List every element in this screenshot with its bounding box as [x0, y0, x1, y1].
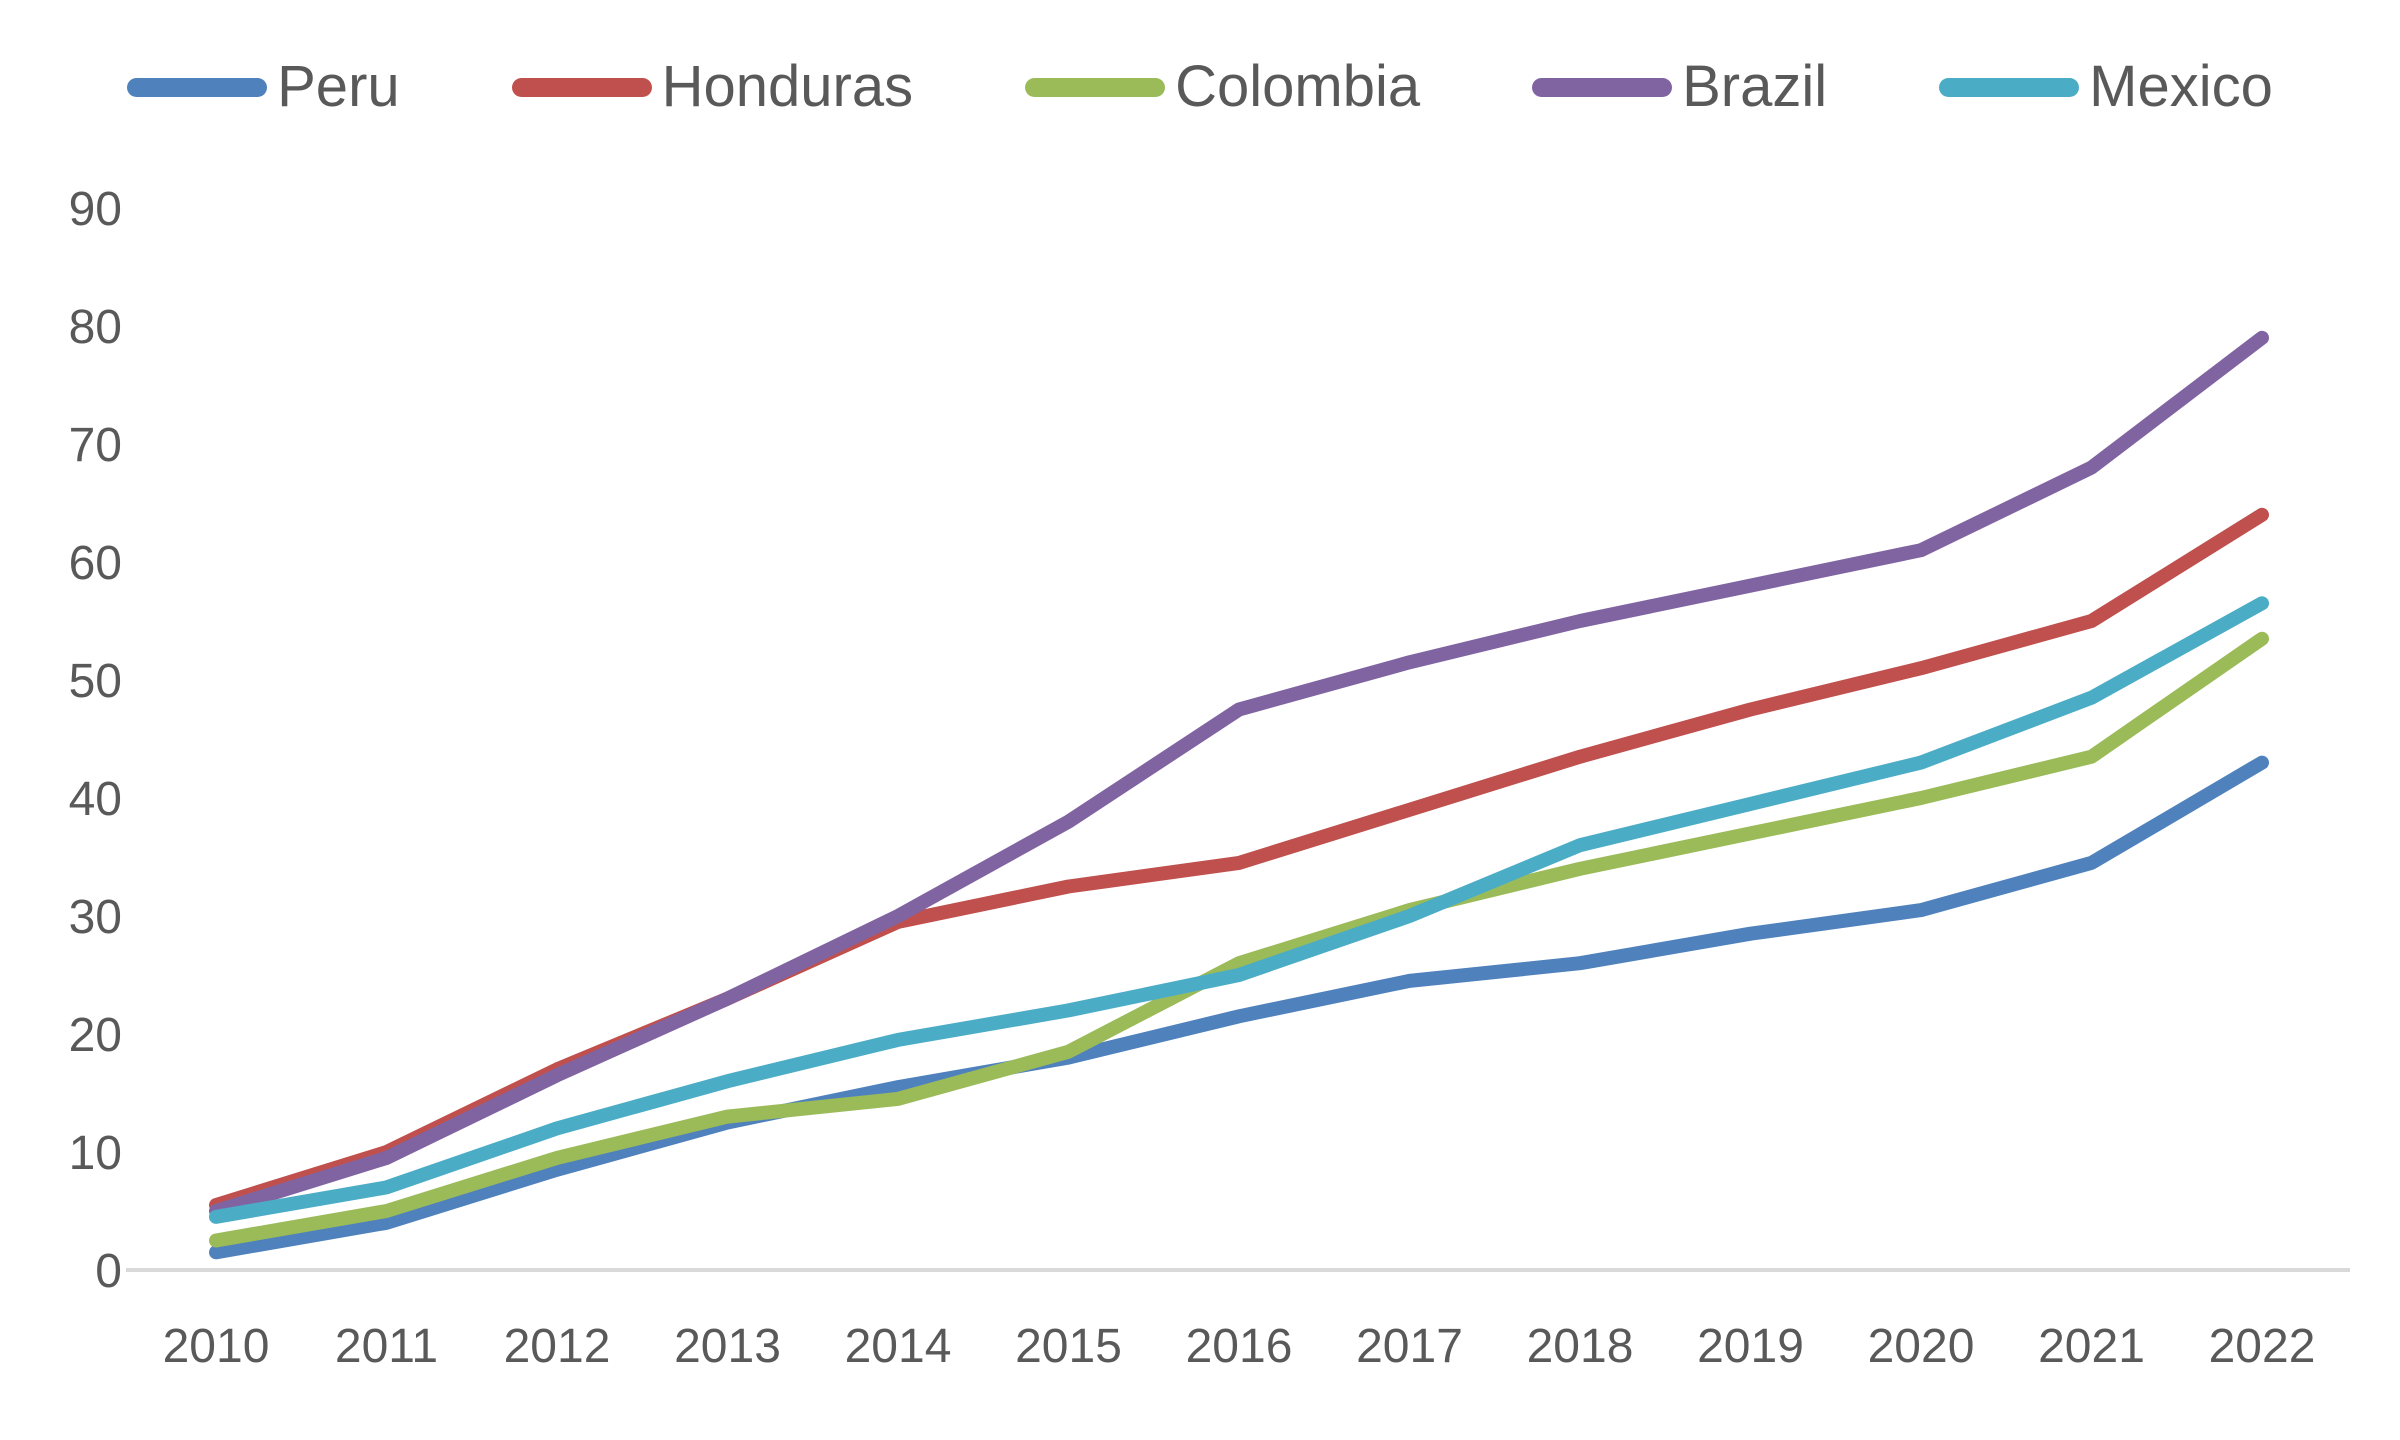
series-line-brazil: [209, 330, 2269, 1218]
legend-item-colombia: Colombia: [1025, 58, 1420, 116]
series-line-peru: [209, 755, 2269, 1260]
series-line-honduras: [209, 507, 2269, 1213]
legend-label-colombia: Colombia: [1175, 54, 1421, 119]
chart-legend: Peru Honduras Colombia Brazil Mexico: [0, 58, 2400, 116]
y-axis-tick-label-30: 30: [69, 891, 122, 944]
legend-swatch-honduras: [511, 77, 652, 97]
series-line-colombia: [209, 631, 2269, 1248]
legend-swatch-peru: [127, 77, 268, 97]
x-axis-tick-label-2014: 2014: [845, 1320, 952, 1373]
x-axis-tick-label-2021: 2021: [2038, 1320, 2145, 1373]
x-axis-tick-label-2016: 2016: [1186, 1320, 1293, 1373]
legend-label-mexico: Mexico: [2089, 54, 2273, 119]
x-axis-tick-label-2015: 2015: [1015, 1320, 1122, 1373]
series-line-mexico: [209, 596, 2269, 1224]
x-axis-tick-label-2013: 2013: [674, 1320, 781, 1373]
x-axis-tick-label-2011: 2011: [335, 1320, 438, 1373]
legend-label-honduras: Honduras: [661, 54, 914, 119]
legend-swatch-brazil: [1532, 77, 1673, 97]
legend-item-brazil: Brazil: [1532, 58, 1827, 116]
legend-swatch-colombia: [1025, 77, 1166, 97]
legend-swatch-mexico: [1939, 77, 2080, 97]
y-axis-tick-label-80: 80: [69, 301, 122, 354]
y-axis-tick-label-20: 20: [69, 1009, 122, 1062]
x-axis-tick-label-2020: 2020: [1868, 1320, 1975, 1373]
x-axis-tick-label-2018: 2018: [1527, 1320, 1634, 1373]
y-axis-tick-label-50: 50: [69, 655, 122, 708]
y-axis-tick-label-40: 40: [69, 773, 122, 826]
y-axis-tick-label-60: 60: [69, 537, 122, 590]
legend-item-honduras: Honduras: [511, 54, 914, 119]
y-axis-tick-label-70: 70: [69, 419, 122, 472]
legend-item-peru: Peru: [127, 58, 400, 116]
y-axis-tick-label-90: 90: [69, 183, 122, 236]
x-axis-tick-label-2010: 2010: [163, 1320, 270, 1373]
x-axis-tick-label-2012: 2012: [504, 1320, 611, 1373]
y-axis-tick-label-10: 10: [69, 1127, 122, 1180]
x-axis-tick-label-2022: 2022: [2209, 1320, 2316, 1373]
y-axis-tick-label-0: 0: [95, 1245, 122, 1298]
legend-item-mexico: Mexico: [1939, 58, 2273, 116]
legend-label-peru: Peru: [277, 54, 400, 119]
x-axis-tick-label-2019: 2019: [1697, 1320, 1804, 1373]
x-axis-tick-label-2017: 2017: [1356, 1320, 1463, 1373]
legend-label-brazil: Brazil: [1682, 54, 1828, 119]
